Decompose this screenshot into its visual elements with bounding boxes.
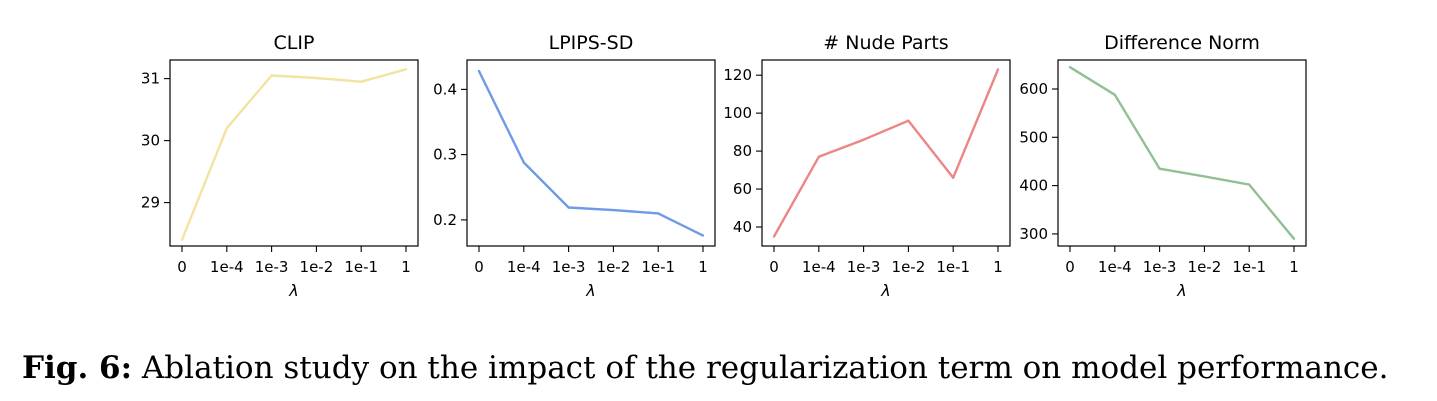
data-point (657, 212, 660, 215)
x-tick-label: 1e-3 (552, 258, 586, 276)
chart-panel-1: CLIP 0 1e-4 1e-3 1e-2 1e-1 1 29 30 31 λ (141, 32, 419, 300)
y-tick-label: 0.4 (433, 80, 457, 98)
data-point (952, 176, 955, 179)
y-tick-label: 120 (723, 66, 752, 84)
y-tick-label: 600 (1019, 80, 1048, 98)
x-tick-label: 0 (1065, 258, 1075, 276)
chart-title: # Nude Parts (823, 32, 948, 54)
x-tick-label: 1e-3 (847, 258, 881, 276)
figure-panels: CLIP 0 1e-4 1e-3 1e-2 1e-1 1 29 30 31 λ LPIPS-SD 0 1e… (141, 32, 1307, 300)
data-point (225, 127, 228, 130)
chart-title: LPIPS-SD (549, 32, 634, 54)
x-tick-label: 1e-4 (210, 258, 244, 276)
x-tick-label: 0 (769, 258, 779, 276)
x-tick-label: 1e-2 (597, 258, 631, 276)
series-line (1069, 66, 1295, 240)
y-tick-label: 100 (723, 104, 752, 122)
data-point (907, 119, 910, 122)
data-point (1203, 175, 1206, 178)
x-tick-label: 1e-4 (507, 258, 541, 276)
data-point (996, 68, 1000, 71)
data-point (1248, 183, 1251, 186)
caption-label: Fig. 6: (22, 350, 133, 386)
chart-panel-2: LPIPS-SD 0 1e-4 1e-3 1e-2 1e-1 1 0.2 0.3 0.4 λ (433, 32, 716, 300)
data-point (1292, 237, 1296, 240)
chart-panel-3: # Nude Parts 0 1e-4 1e-3 1e-2 1e-1 1 40 60 80 100 1… (723, 32, 1011, 300)
x-tick-label: 1e-1 (1232, 258, 1266, 276)
x-tick-label: 1e-3 (1143, 258, 1177, 276)
data-point (404, 68, 408, 71)
data-point (477, 69, 481, 73)
y-tick-label: 0.2 (433, 211, 457, 229)
y-tick-label: 500 (1019, 128, 1048, 146)
x-tick-label: 1e-1 (641, 258, 675, 276)
chart-title: Difference Norm (1104, 32, 1260, 54)
y-tick-label: 60 (733, 180, 752, 198)
x-tick-label: 1e-2 (892, 258, 926, 276)
figure-caption: Fig. 6: Ablation study on the impact of … (22, 350, 1422, 386)
data-point (817, 155, 820, 158)
chart-title: CLIP (274, 32, 315, 54)
data-point (862, 138, 865, 141)
plot-frame (761, 59, 1011, 247)
x-tick-label: 1e-2 (300, 258, 334, 276)
x-tick-label: 1 (698, 258, 708, 276)
chart-panel-4: Difference Norm 0 1e-4 1e-3 1e-2 1e-1 1 300 400 5… (1019, 32, 1307, 300)
x-axis-label: λ (880, 281, 890, 300)
y-tick-label: 40 (733, 218, 752, 236)
y-tick-label: 30 (141, 132, 160, 150)
y-tick-label: 300 (1019, 225, 1048, 243)
series-line (772, 69, 1000, 238)
x-axis-label: λ (1176, 281, 1186, 300)
data-point (1158, 167, 1161, 170)
x-tick-label: 1e-1 (936, 258, 970, 276)
series-line (477, 70, 704, 237)
data-point (1113, 93, 1117, 96)
series-line (180, 68, 407, 241)
x-axis-label: λ (585, 281, 595, 300)
x-tick-label: 0 (474, 258, 484, 276)
data-point (1068, 66, 1072, 69)
x-axis-label: λ (288, 281, 298, 300)
x-tick-label: 1e-3 (255, 258, 289, 276)
x-tick-label: 1 (1289, 258, 1299, 276)
x-tick-label: 0 (177, 258, 187, 276)
plot-frame (1057, 59, 1307, 247)
data-point (315, 76, 318, 80)
data-point (701, 234, 705, 237)
x-tick-label: 1e-4 (802, 258, 836, 276)
y-tick-label: 400 (1019, 177, 1048, 195)
plot-frame (466, 59, 716, 247)
y-tick-label: 31 (141, 70, 160, 88)
plot-frame (169, 59, 419, 247)
x-tick-label: 1 (401, 258, 411, 276)
data-point (772, 235, 776, 238)
x-tick-label: 1 (993, 258, 1003, 276)
data-point (360, 80, 363, 83)
data-point (522, 161, 525, 164)
data-point (612, 208, 615, 212)
caption-text: Ablation study on the impact of the regu… (132, 350, 1389, 386)
y-tick-label: 29 (141, 194, 160, 212)
x-tick-label: 1e-2 (1188, 258, 1222, 276)
y-tick-label: 0.3 (433, 146, 457, 164)
x-tick-label: 1e-4 (1098, 258, 1132, 276)
data-point (180, 238, 184, 241)
x-tick-label: 1e-1 (344, 258, 378, 276)
data-point (567, 206, 570, 209)
data-point (270, 74, 273, 77)
y-tick-label: 80 (733, 142, 752, 160)
